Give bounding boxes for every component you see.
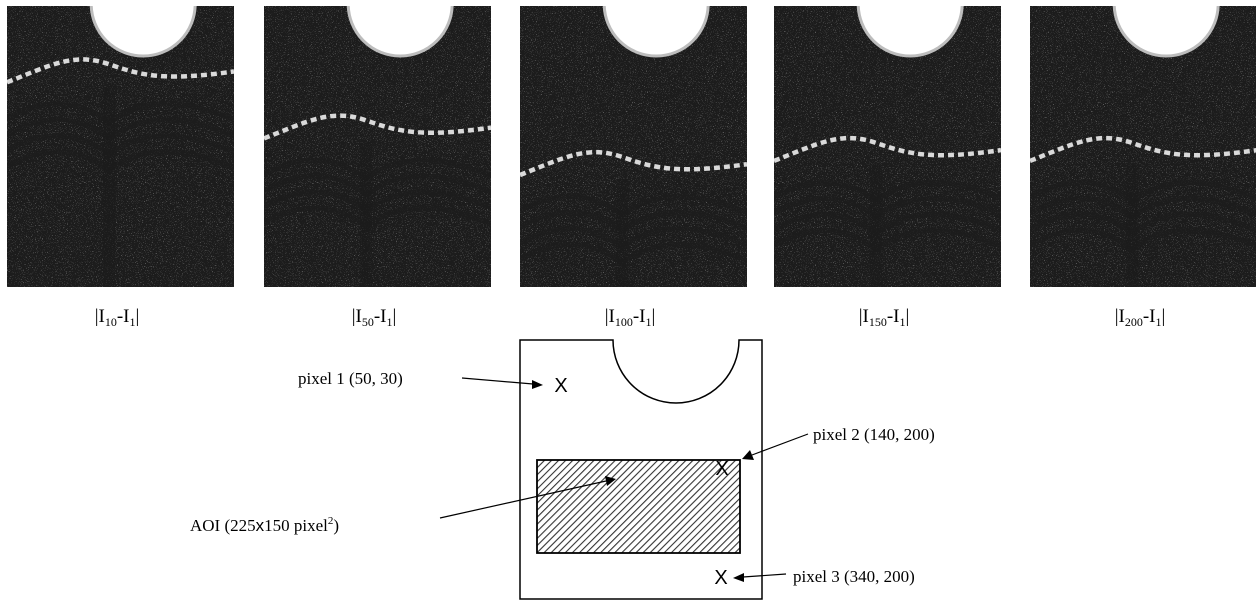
wave-front-line (264, 113, 491, 141)
panel-caption-2: |I50-I1| (352, 306, 397, 329)
crack-shadow (1126, 164, 1139, 287)
aoi-label: AOI (225x150 pixel2) (190, 515, 339, 535)
pixel-2-marker: X (715, 458, 728, 480)
wave-front-line (774, 135, 1001, 164)
pixel-3-arrow (733, 573, 787, 582)
crack-shadow (360, 142, 373, 287)
speckle-panel-3 (520, 6, 747, 287)
speckle-panel-4 (774, 6, 1001, 287)
pixel-1-marker: X (554, 375, 567, 397)
aoi-arrow (439, 476, 616, 519)
wave-front-line (520, 149, 747, 178)
crack-shadow (103, 86, 116, 287)
speckle-panel-5 (1030, 6, 1256, 287)
pixel-2-label: pixel 2 (140, 200) (813, 425, 935, 444)
notch (346, 6, 454, 58)
specimen-diagram: X X X pixel 1 (50, 30) pixel 2 (140, 200… (190, 339, 935, 600)
notch (89, 6, 197, 58)
pixel-3-label: pixel 3 (340, 200) (793, 567, 915, 586)
notch (1112, 6, 1220, 58)
wave-front-line (7, 57, 234, 85)
panel-caption-4: |I150-I1| (859, 306, 910, 329)
pixel-2-arrow (742, 433, 809, 460)
notch (856, 6, 964, 58)
speckle-panel-2 (264, 6, 491, 287)
notch (602, 6, 710, 58)
panel-caption-3: |I100-I1| (605, 306, 656, 329)
speckle-texture (264, 6, 491, 287)
pixel-1-arrow (461, 377, 543, 389)
aoi-hatched-region (536, 459, 741, 554)
crack-shadow (616, 178, 629, 287)
wave-front-line (1030, 135, 1256, 164)
pixel-3-marker: X (714, 567, 727, 589)
pixel-1-label: pixel 1 (50, 30) (298, 369, 403, 388)
panel-caption-5: |I200-I1| (1115, 306, 1166, 329)
panel-caption-1: |I10-I1| (95, 306, 140, 329)
speckle-panel-1 (7, 6, 234, 287)
crack-shadow (870, 164, 883, 287)
